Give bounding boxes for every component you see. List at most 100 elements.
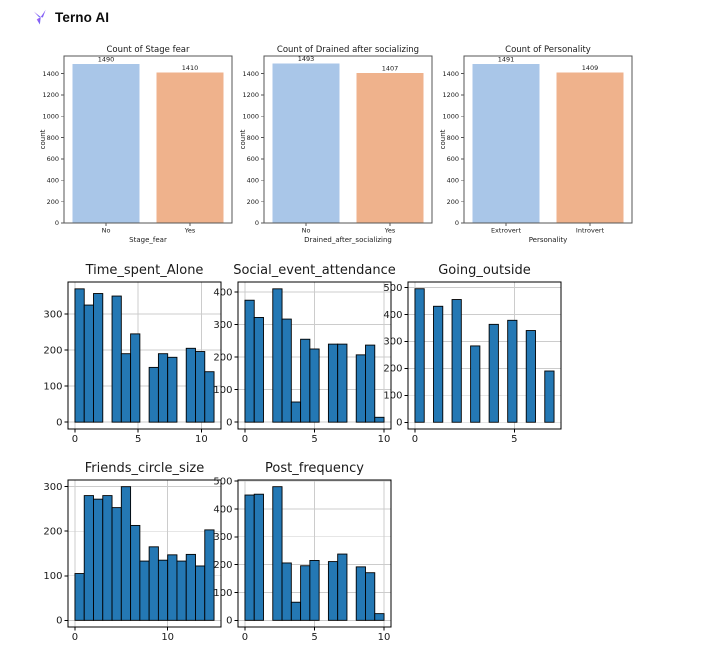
svg-text:200: 200 (47, 198, 59, 206)
svg-text:200: 200 (247, 198, 259, 206)
svg-text:0: 0 (56, 616, 62, 627)
svg-text:100: 100 (43, 382, 62, 393)
svg-text:1410: 1410 (182, 64, 199, 72)
chart-hist-time-spent-alone: 0 100 200 300 0 5 10 Time_spent_Alone (41, 260, 223, 450)
svg-text:800: 800 (47, 134, 59, 142)
svg-text:Count of Personality: Count of Personality (505, 45, 591, 55)
svg-text:600: 600 (47, 155, 59, 163)
chart-hist-post-frequency: 0 100 200 300 400 500 0 5 10 Post_frequency (211, 458, 393, 648)
svg-text:100: 100 (383, 391, 402, 402)
svg-text:200: 200 (383, 364, 402, 375)
svg-text:Post_frequency: Post_frequency (265, 461, 364, 476)
svg-text:400: 400 (447, 177, 459, 185)
svg-text:1400: 1400 (42, 70, 59, 78)
svg-text:Extrovert: Extrovert (491, 227, 522, 235)
svg-text:100: 100 (213, 385, 232, 396)
svg-text:200: 200 (43, 527, 62, 538)
svg-text:400: 400 (47, 177, 59, 185)
svg-text:400: 400 (213, 287, 232, 298)
svg-text:300: 300 (213, 532, 232, 543)
svg-text:300: 300 (43, 309, 62, 320)
svg-text:5: 5 (135, 434, 141, 445)
svg-text:0: 0 (396, 418, 402, 429)
svg-text:100: 100 (213, 588, 232, 599)
svg-text:1200: 1200 (242, 91, 259, 99)
svg-text:Social_event_attendance: Social_event_attendance (233, 263, 396, 278)
svg-text:0: 0 (72, 434, 78, 445)
svg-text:1000: 1000 (442, 113, 459, 121)
svg-text:1407: 1407 (382, 64, 399, 72)
svg-text:Going_outside: Going_outside (438, 263, 531, 278)
svg-text:Friends_circle_size: Friends_circle_size (85, 461, 205, 476)
chart-hist-going-outside: 0 100 200 300 400 500 0 5 Going_outside (381, 260, 563, 450)
svg-text:600: 600 (447, 155, 459, 163)
svg-text:0: 0 (242, 434, 248, 445)
svg-text:5: 5 (511, 434, 517, 445)
svg-text:1400: 1400 (442, 70, 459, 78)
svg-text:400: 400 (383, 310, 402, 321)
svg-text:Drained_after_socializing: Drained_after_socializing (304, 236, 392, 244)
svg-text:0: 0 (226, 616, 232, 627)
svg-text:200: 200 (213, 353, 232, 364)
countplots-figure: 1490 1410 0 200 400 600 800 1000 1200 1400 No Yes Co… (38, 45, 688, 251)
histograms-figure: 0 100 200 300 0 5 10 Time_spent_Alone 0 100 200 30… (40, 260, 606, 650)
svg-text:100: 100 (43, 571, 62, 582)
svg-text:count: count (39, 129, 47, 149)
chart-count-stage-fear: 1490 1410 0 200 400 600 800 1000 1200 1400 No Yes Co… (38, 45, 238, 251)
svg-text:1400: 1400 (242, 70, 259, 78)
svg-text:Time_spent_Alone: Time_spent_Alone (85, 263, 204, 278)
svg-text:0: 0 (56, 418, 62, 429)
svg-text:200: 200 (43, 345, 62, 356)
svg-text:500: 500 (383, 283, 402, 294)
svg-text:300: 300 (43, 482, 62, 493)
app-brand[interactable]: Terno AI (31, 8, 109, 26)
svg-text:1000: 1000 (42, 113, 59, 121)
brand-name: Terno AI (55, 9, 110, 25)
svg-text:1490: 1490 (98, 56, 115, 64)
svg-text:Yes: Yes (184, 227, 196, 235)
svg-text:1491: 1491 (498, 55, 515, 63)
svg-text:Count of Stage fear: Count of Stage fear (106, 45, 190, 55)
svg-text:Introvert: Introvert (576, 227, 605, 235)
chart-count-personality: 1491 1409 0 200 400 600 800 1000 1200 1400 Extrove… (438, 45, 638, 251)
svg-text:Yes: Yes (384, 227, 396, 235)
svg-text:1409: 1409 (582, 64, 599, 72)
svg-text:Personality: Personality (529, 236, 568, 244)
svg-text:800: 800 (447, 134, 459, 142)
svg-text:200: 200 (447, 198, 459, 206)
svg-text:Stage_fear: Stage_fear (129, 236, 167, 244)
svg-text:10: 10 (161, 632, 174, 643)
svg-text:0: 0 (412, 434, 418, 445)
svg-text:0: 0 (255, 219, 259, 227)
svg-text:0: 0 (226, 418, 232, 429)
svg-text:500: 500 (213, 477, 232, 488)
svg-text:Count of Drained after sociali: Count of Drained after socializing (277, 45, 419, 55)
svg-text:800: 800 (247, 134, 259, 142)
svg-text:5: 5 (311, 434, 317, 445)
svg-text:0: 0 (55, 219, 59, 227)
chart-count-drained-after-socializing: 1493 1407 0 200 400 600 800 1000 1200 1400 No Yes Co… (238, 45, 438, 251)
svg-text:No: No (302, 227, 311, 235)
svg-text:0: 0 (72, 632, 78, 643)
terno-logo-icon (31, 8, 49, 26)
svg-text:10: 10 (378, 434, 391, 445)
svg-text:400: 400 (213, 504, 232, 515)
svg-text:0: 0 (242, 632, 248, 643)
chart-hist-friends-circle-size: 0 100 200 300 0 10 Friends_circle_size (41, 458, 223, 648)
svg-text:1493: 1493 (298, 55, 315, 63)
svg-text:5: 5 (311, 632, 317, 643)
svg-text:10: 10 (195, 434, 208, 445)
svg-text:count: count (439, 129, 447, 149)
svg-text:1200: 1200 (442, 91, 459, 99)
svg-text:300: 300 (213, 320, 232, 331)
svg-text:10: 10 (378, 632, 391, 643)
svg-text:200: 200 (213, 560, 232, 571)
svg-text:No: No (102, 227, 111, 235)
svg-text:1200: 1200 (42, 91, 59, 99)
svg-text:600: 600 (247, 155, 259, 163)
svg-text:1000: 1000 (242, 113, 259, 121)
chart-hist-social-event-attendance: 0 100 200 300 400 0 5 10 Social_event_attendance (211, 260, 396, 450)
svg-text:count: count (239, 129, 247, 149)
svg-text:0: 0 (455, 219, 459, 227)
svg-text:300: 300 (383, 337, 402, 348)
